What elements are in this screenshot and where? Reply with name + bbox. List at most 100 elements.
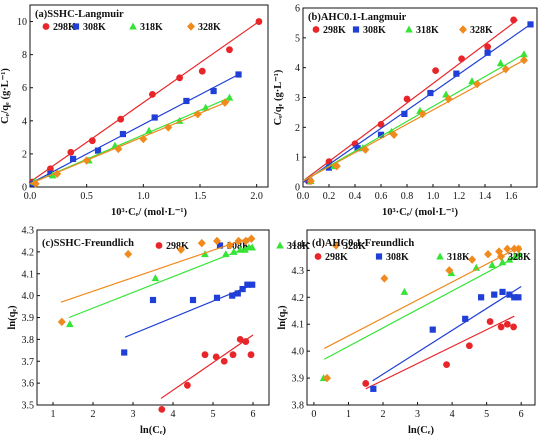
panel-title: (c)SSHC-Freundlich: [42, 238, 134, 249]
y-tick-label: 1: [295, 153, 300, 164]
data-point-308K: [234, 290, 241, 297]
legend-label: 298K: [166, 241, 189, 252]
legend-marker: [72, 23, 80, 30]
data-point-298K: [503, 320, 511, 328]
data-point-298K: [497, 323, 505, 331]
data-point-298K: [212, 353, 220, 361]
fit-line-328K: [323, 245, 522, 349]
legend-label: 328K: [508, 252, 531, 263]
data-point-328K: [468, 255, 477, 264]
x-axis-label: 10³·Cₑ/ (mol·L⁻¹): [111, 207, 188, 218]
legend-item-328K: 328K: [497, 252, 531, 263]
fit-line-298K: [302, 19, 518, 182]
data-point-328K: [484, 250, 493, 259]
data-point-308K: [47, 170, 54, 177]
x-tick-label: 3: [415, 409, 420, 420]
data-point-298K: [198, 67, 206, 75]
data-point-328K: [510, 244, 519, 254]
legend-label: 308K: [386, 252, 409, 263]
legend-label: 328K: [343, 241, 366, 252]
legend-item-298K: 298K: [155, 241, 189, 252]
data-point-298K: [362, 380, 370, 387]
data-point-298K: [226, 46, 233, 54]
legend-item-298K: 298K: [42, 22, 76, 33]
data-point-328K: [332, 161, 341, 171]
fit-line-318K: [302, 53, 525, 182]
data-point-328K: [323, 373, 332, 383]
data-point-308K: [151, 114, 158, 121]
legend-label: 318K: [447, 252, 470, 263]
data-point-298K: [377, 120, 385, 128]
panel-title: (d)AHC0.1-Freundlich: [312, 238, 414, 249]
data-point-308K: [527, 21, 534, 28]
data-point-308K: [69, 155, 77, 162]
fit-line-298K: [365, 315, 515, 390]
x-axis-label: 10³·Cₑ/ (mol·L⁻¹): [382, 207, 459, 218]
data-point-328K: [197, 238, 206, 248]
x-tick-label: 2: [381, 409, 386, 420]
data-point-308K: [325, 164, 333, 171]
data-point-328K: [503, 244, 512, 254]
y-axis-label: Cₑ/qₑ (g·L⁻¹): [0, 68, 11, 124]
y-tick-label: 0: [295, 183, 300, 194]
y-tick-label: 3.7: [22, 357, 35, 368]
fit-line-298K: [160, 334, 254, 399]
series-318K: [66, 243, 256, 328]
data-point-308K: [244, 281, 251, 288]
data-point-308K: [462, 315, 469, 322]
data-point-318K: [505, 255, 514, 263]
y-tick-label: 3: [295, 93, 300, 104]
data-point-308K: [121, 349, 128, 356]
data-point-308K: [229, 292, 236, 299]
x-tick-label: 3: [131, 409, 136, 420]
data-point-318K: [488, 261, 496, 268]
data-point-308K: [213, 294, 221, 301]
data-point-328K: [473, 79, 482, 89]
legend-label: 308K: [83, 22, 106, 33]
y-tick-label: 4.1: [22, 269, 35, 280]
y-tick-label: 2: [295, 123, 300, 134]
data-point-328K: [247, 234, 256, 243]
x-tick-label: 0.4: [349, 191, 362, 202]
legend-label: 298K: [325, 252, 348, 263]
data-point-328K: [193, 110, 202, 119]
data-point-308K: [429, 326, 436, 333]
legend-marker: [312, 26, 320, 33]
data-point-328K: [520, 56, 528, 65]
panel-title: (b)AHC0.1-Langmuir: [308, 12, 407, 23]
legend-item-328K: 328K: [187, 22, 221, 33]
legend-item-318K: 318K: [436, 252, 470, 263]
data-point-328K: [445, 266, 454, 275]
data-point-298K: [510, 16, 517, 24]
x-tick-label: 1.4: [479, 191, 492, 202]
legend-marker: [314, 253, 322, 260]
legend-item-328K: 328K: [332, 241, 366, 252]
data-point-318K: [66, 320, 74, 328]
data-point-298K: [149, 90, 156, 98]
legend-marker: [375, 253, 383, 260]
x-tick-label: 1: [346, 409, 351, 420]
legend-label: 298K: [53, 22, 76, 33]
x-axis-label: ln(Cₑ): [140, 425, 167, 436]
legend-marker: [187, 22, 195, 31]
x-tick-label: 0.8: [401, 191, 414, 202]
x-tick-label: 6: [519, 409, 524, 420]
fit-line-318K: [323, 253, 522, 360]
y-tick-label: 3.9: [22, 313, 35, 324]
legend-item-308K: 308K: [72, 22, 106, 33]
series-308K: [121, 281, 256, 356]
data-point-298K: [432, 67, 439, 75]
fit-line-308K: [372, 286, 522, 382]
legend-marker: [405, 25, 413, 33]
y-tick-label: 5: [295, 33, 300, 44]
legend-marker: [216, 242, 224, 249]
legend-item-298K: 298K: [312, 25, 346, 36]
data-point-328K: [444, 94, 453, 104]
data-point-308K: [478, 294, 485, 301]
data-point-308K: [515, 294, 522, 301]
x-tick-label: 0.0: [297, 191, 310, 202]
y-tick-label: 4.1: [292, 320, 305, 331]
x-tick-label: 0.5: [80, 191, 93, 202]
data-point-318K: [222, 250, 230, 258]
x-tick-label: 0.6: [375, 191, 388, 202]
